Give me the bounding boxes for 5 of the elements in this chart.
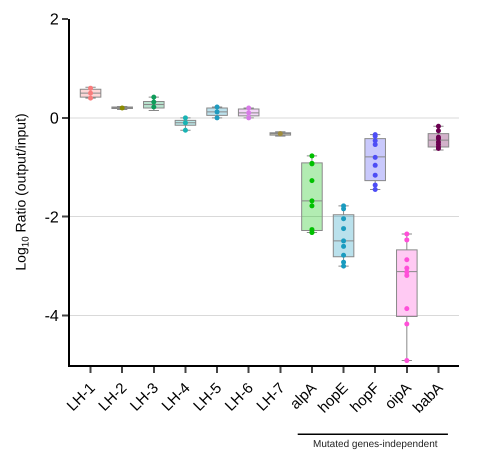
- y-tick-label: 0: [50, 110, 59, 128]
- text: Mutated genes-independent: [313, 439, 438, 450]
- y-tick-label: -4: [44, 308, 59, 326]
- y-tick-label: 2: [50, 12, 59, 29]
- y-tick-label: -2: [44, 209, 59, 226]
